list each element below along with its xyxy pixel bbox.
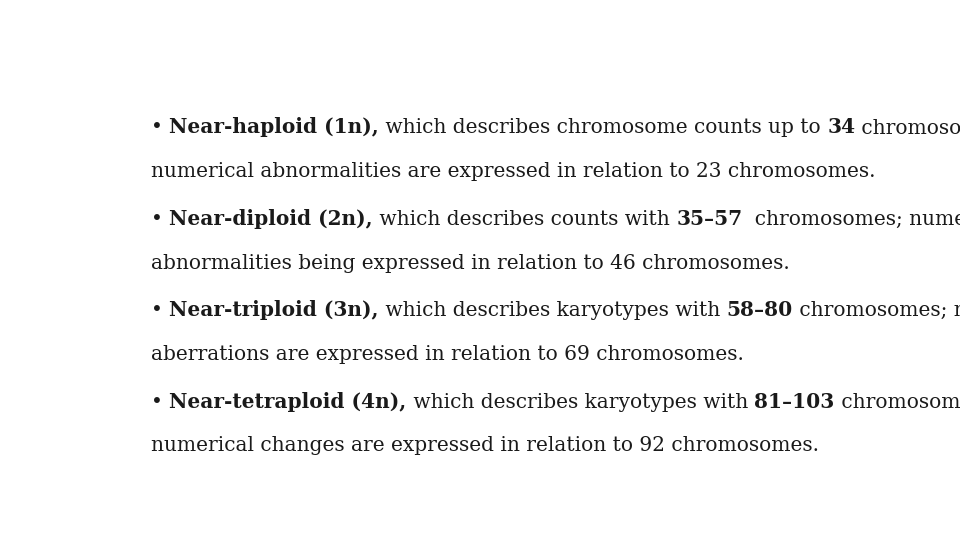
Text: numerical abnormalities are expressed in relation to 23 chromosomes.: numerical abnormalities are expressed in… xyxy=(152,162,876,181)
Text: abnormalities being expressed in relation to 46 chromosomes.: abnormalities being expressed in relatio… xyxy=(152,254,790,273)
Text: 81–103: 81–103 xyxy=(755,392,834,412)
Text: 35–57: 35–57 xyxy=(676,209,742,229)
Text: •: • xyxy=(152,393,170,412)
Text: Near-diploid (2n),: Near-diploid (2n), xyxy=(170,209,373,229)
Text: Near-triploid (3n),: Near-triploid (3n), xyxy=(170,300,379,320)
Text: chromosomes;: chromosomes; xyxy=(834,393,960,412)
Text: chromosomes;: chromosomes; xyxy=(855,118,960,137)
Text: which describes karyotypes with: which describes karyotypes with xyxy=(407,393,755,412)
Text: •: • xyxy=(152,210,170,229)
Text: 58–80: 58–80 xyxy=(727,300,793,320)
Text: •: • xyxy=(152,118,170,137)
Text: •: • xyxy=(152,301,170,320)
Text: chromosomes; numerical: chromosomes; numerical xyxy=(742,210,960,229)
Text: which describes karyotypes with: which describes karyotypes with xyxy=(379,301,727,320)
Text: Near-haploid (1n),: Near-haploid (1n), xyxy=(170,117,379,137)
Text: which describes counts with: which describes counts with xyxy=(373,210,676,229)
Text: chromosomes; numerical: chromosomes; numerical xyxy=(793,301,960,320)
Text: numerical changes are expressed in relation to 92 chromosomes.: numerical changes are expressed in relat… xyxy=(152,436,819,456)
Text: 34: 34 xyxy=(828,117,855,137)
Text: aberrations are expressed in relation to 69 chromosomes.: aberrations are expressed in relation to… xyxy=(152,345,744,364)
Text: which describes chromosome counts up to: which describes chromosome counts up to xyxy=(379,118,828,137)
Text: Near-tetraploid (4n),: Near-tetraploid (4n), xyxy=(170,392,407,412)
